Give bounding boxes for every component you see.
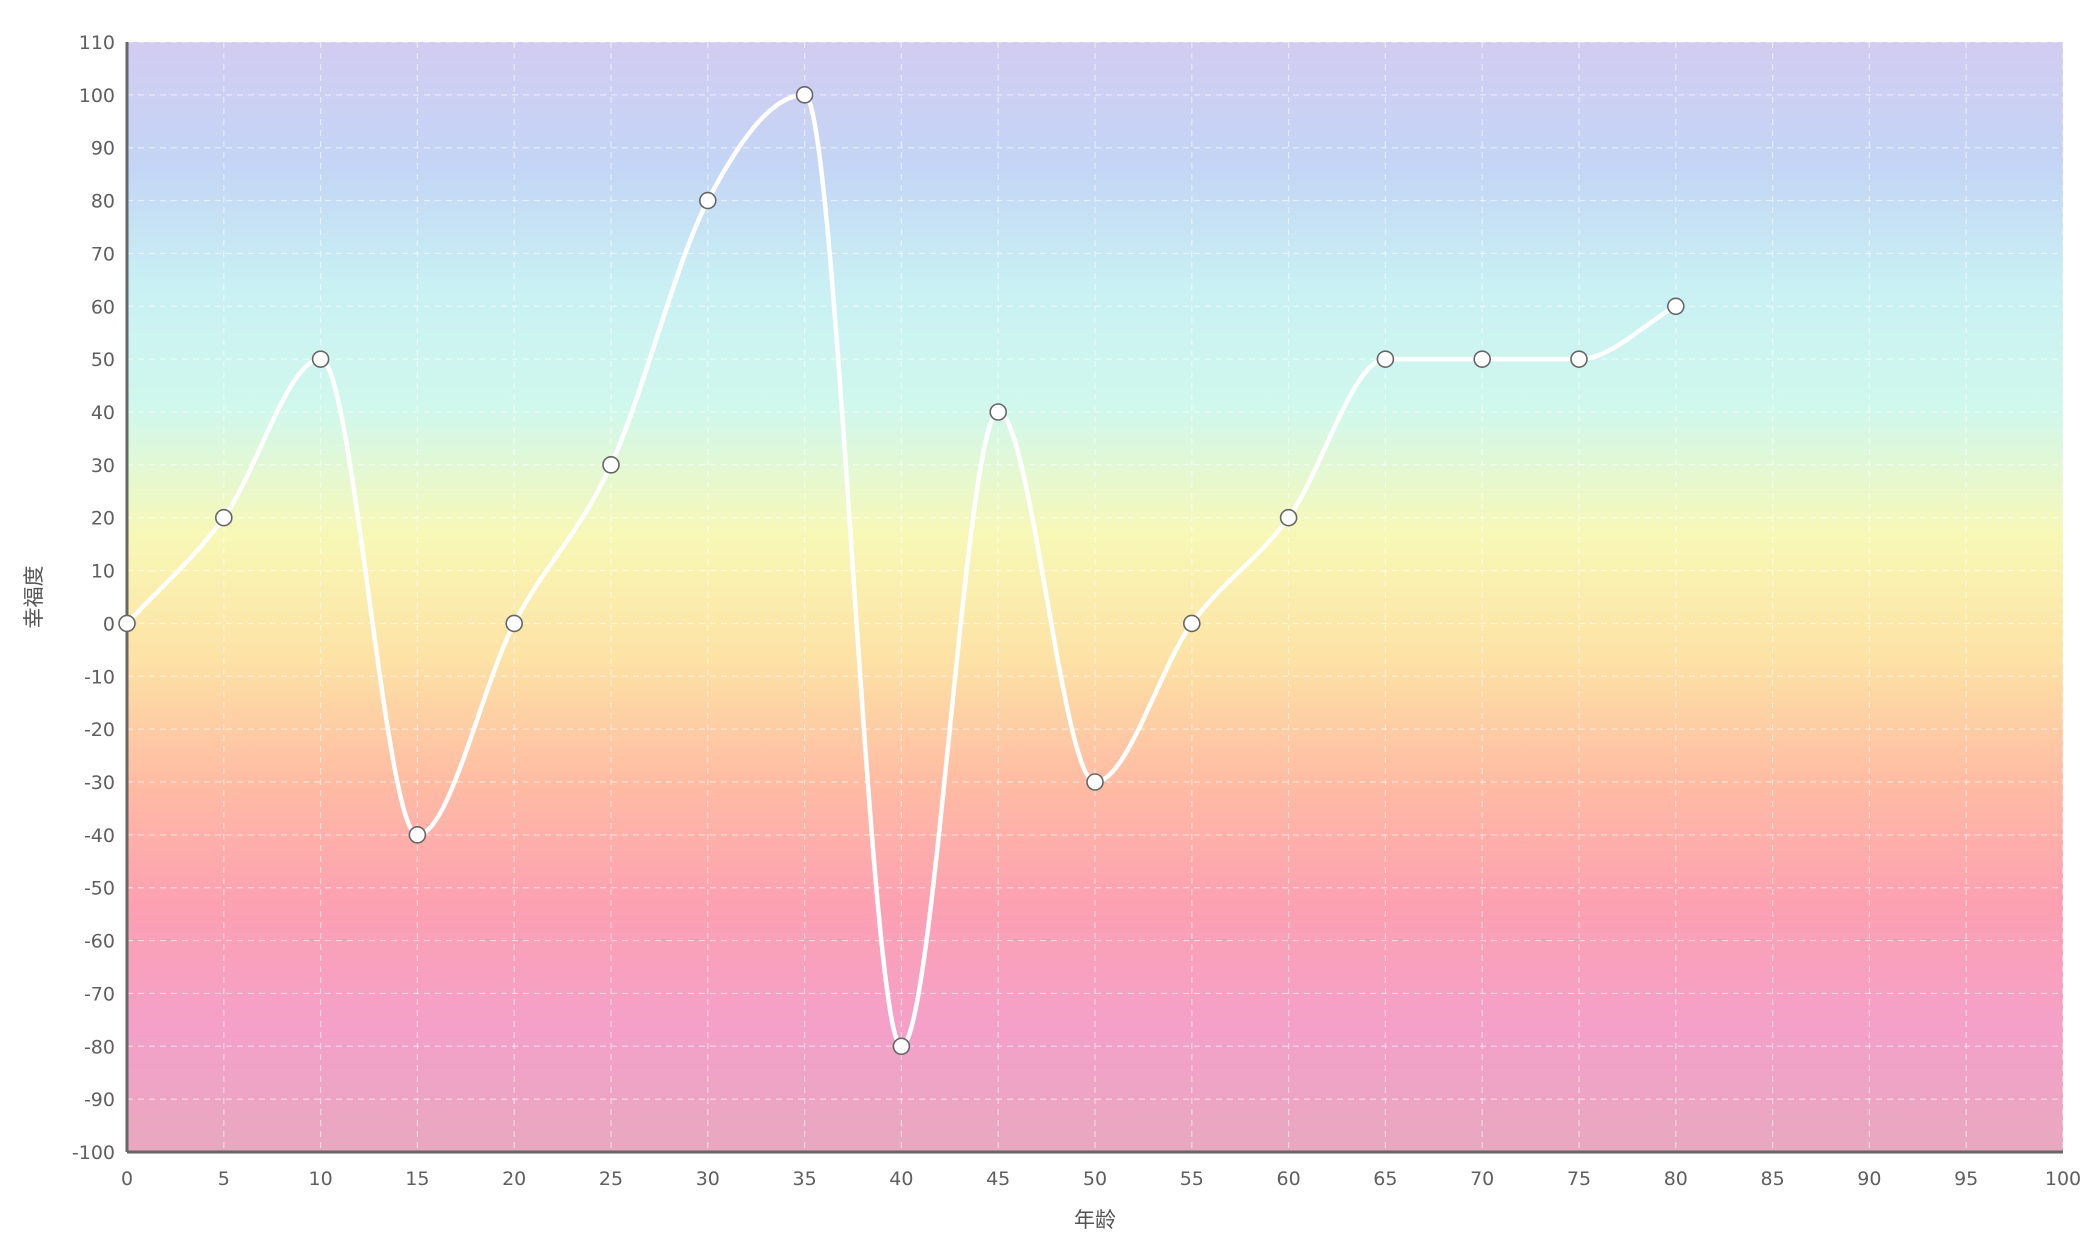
data-point (795, 86, 814, 104)
x-tick-label: 80 (1664, 1168, 1688, 1190)
y-tick-label: 20 (91, 508, 115, 530)
data-point (408, 826, 427, 844)
y-tick-label: 40 (91, 402, 115, 424)
x-tick-label: 0 (121, 1168, 133, 1190)
y-tick-label: -30 (84, 772, 115, 794)
y-tick-label: 60 (91, 296, 115, 318)
y-tick-label: 70 (91, 243, 115, 265)
y-tick-label: 0 (103, 613, 115, 635)
x-tick-label: 100 (2045, 1168, 2081, 1190)
data-point (1279, 508, 1298, 527)
tick-labels: 0 5 10 15 20 25 30 35 40 45 50 55 60 65 70 75 80 85 90 95 10… (72, 32, 2081, 1190)
y-tick-label: 90 (91, 138, 115, 160)
y-tick-label: 10 (91, 561, 115, 583)
x-tick-label: 10 (309, 1168, 333, 1190)
y-tick-label: -90 (84, 1089, 115, 1111)
y-tick-label: -60 (84, 931, 115, 953)
y-tick-label: -20 (84, 719, 115, 741)
y-tick-label: -10 (84, 666, 115, 688)
data-point (1376, 350, 1395, 368)
data-point (215, 508, 233, 527)
data-point (892, 1037, 911, 1056)
x-tick-label: 40 (889, 1168, 913, 1190)
x-tick-label: 90 (1857, 1168, 1881, 1190)
x-axis-title: 年龄 (1074, 1208, 1116, 1232)
x-tick-label: 55 (1180, 1168, 1204, 1190)
x-tick-label: 5 (218, 1168, 230, 1190)
y-tick-label: 80 (91, 191, 115, 213)
x-tick-label: 35 (793, 1168, 817, 1190)
x-tick-label: 60 (1277, 1168, 1301, 1190)
x-tick-label: 75 (1567, 1168, 1591, 1190)
data-point (602, 456, 620, 474)
x-tick-label: 65 (1373, 1168, 1397, 1190)
data-point (118, 614, 136, 633)
x-tick-label: 20 (502, 1168, 526, 1190)
y-tick-label: 110 (79, 32, 115, 54)
grid (127, 41, 2064, 1152)
x-tick-label: 85 (1761, 1168, 1785, 1190)
x-tick-label: 45 (986, 1168, 1010, 1190)
data-point (1667, 297, 1685, 316)
data-point (1473, 350, 1491, 368)
series-line (124, 92, 1679, 1049)
x-tick-label: 30 (696, 1168, 720, 1190)
x-tick-label: 50 (1083, 1168, 1107, 1190)
y-tick-label: -40 (84, 825, 115, 847)
data-point (698, 191, 717, 210)
data-point (989, 403, 1008, 421)
data-point (1183, 614, 1201, 633)
axes (125, 42, 2063, 1154)
y-axis-title: 幸福度 (22, 566, 46, 629)
y-tick-label: -100 (72, 1142, 115, 1164)
data-point (1086, 773, 1104, 791)
data-point (1570, 350, 1588, 368)
x-tick-label: 15 (405, 1168, 429, 1190)
y-tick-label: -70 (84, 983, 115, 1005)
y-tick-label: -80 (84, 1036, 115, 1058)
data-points (118, 86, 1685, 1056)
x-tick-label: 95 (1954, 1168, 1978, 1190)
x-tick-label: 70 (1470, 1168, 1494, 1190)
y-tick-label: 100 (79, 85, 115, 107)
y-tick-label: 50 (91, 349, 115, 371)
data-point (505, 614, 524, 633)
y-tick-label: 30 (91, 455, 115, 477)
y-tick-label: -50 (84, 878, 115, 900)
data-point (311, 350, 330, 368)
x-tick-label: 25 (599, 1168, 623, 1190)
